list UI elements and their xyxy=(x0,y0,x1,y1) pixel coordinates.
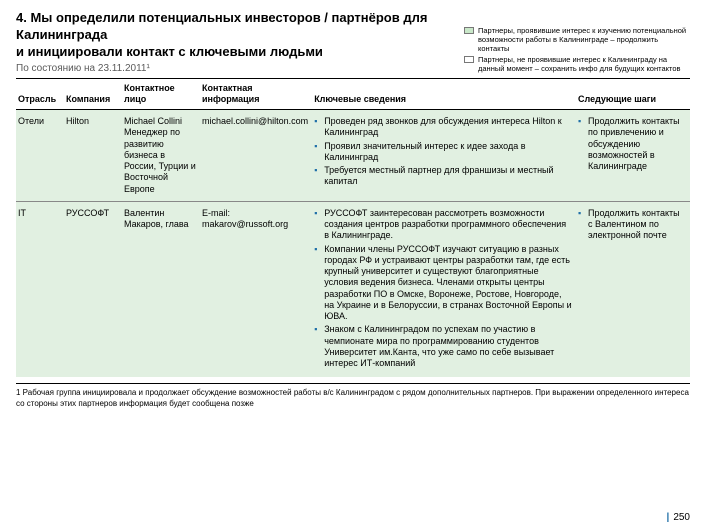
legend-text-green: Партнеры, проявившие интерес к изучению … xyxy=(478,26,690,53)
col-info: Контактная информация xyxy=(200,79,312,110)
slide-title: 4. Мы определили потенциальных инвесторо… xyxy=(16,10,516,61)
list-item: РУССОФТ заинтересован рассмотреть возмож… xyxy=(314,208,572,242)
cell-key: РУССОФТ заинтересован рассмотреть возмож… xyxy=(312,201,576,377)
title-line-2: и инициировали контакт с ключевыми людьм… xyxy=(16,44,323,59)
list-item: Проведен ряд звонков для обсуждения инте… xyxy=(314,116,572,139)
swatch-green xyxy=(464,27,474,34)
cell-info: michael.collini@hilton.com xyxy=(200,110,312,202)
cell-sector: Отели xyxy=(16,110,64,202)
slide-container: 4. Мы определили потенциальных инвесторо… xyxy=(0,0,706,529)
list-item: Продолжить контакты по привлечению и обс… xyxy=(578,116,686,172)
col-sector: Отрасль xyxy=(16,79,64,110)
title-line-1: 4. Мы определили потенциальных инвесторо… xyxy=(16,10,427,42)
cell-contact: Michael Collini Менеджер по развитию биз… xyxy=(122,110,200,202)
list-item: Требуется местный партнер для франшизы и… xyxy=(314,165,572,188)
next-list: Продолжить контакты с Валентином по элек… xyxy=(578,208,686,242)
page-number: |250 xyxy=(667,512,691,523)
swatch-white xyxy=(464,56,474,63)
legend-text-white: Партнеры, не проявившие интерес к Калини… xyxy=(478,55,690,73)
next-list: Продолжить контакты по привлечению и обс… xyxy=(578,116,686,172)
partners-table: Отрасль Компания Контактное лицо Контакт… xyxy=(16,79,690,378)
page-number-pipe: | xyxy=(667,512,670,523)
col-key: Ключевые сведения xyxy=(312,79,576,110)
cell-next: Продолжить контакты по привлечению и обс… xyxy=(576,110,690,202)
key-list: РУССОФТ заинтересован рассмотреть возмож… xyxy=(314,208,572,370)
table-header-row: Отрасль Компания Контактное лицо Контакт… xyxy=(16,79,690,110)
list-item: Знаком с Калининградом по успехам по уча… xyxy=(314,324,572,369)
table-row: IT РУССОФТ Валентин Макаров, глава E-mai… xyxy=(16,201,690,377)
legend-row-not-interested: Партнеры, не проявившие интерес к Калини… xyxy=(464,55,690,73)
cell-sector: IT xyxy=(16,201,64,377)
cell-contact: Валентин Макаров, глава xyxy=(122,201,200,377)
cell-info: E-mail: makarov@russoft.org xyxy=(200,201,312,377)
key-list: Проведен ряд звонков для обсуждения инте… xyxy=(314,116,572,188)
legend: Партнеры, проявившие интерес к изучению … xyxy=(464,26,690,75)
cell-key: Проведен ряд звонков для обсуждения инте… xyxy=(312,110,576,202)
col-contact: Контактное лицо xyxy=(122,79,200,110)
list-item: Продолжить контакты с Валентином по элек… xyxy=(578,208,686,242)
cell-company: Hilton xyxy=(64,110,122,202)
cell-next: Продолжить контакты с Валентином по элек… xyxy=(576,201,690,377)
col-next: Следующие шаги xyxy=(576,79,690,110)
list-item: Проявил значительный интерес к идее захо… xyxy=(314,141,572,164)
header-area: 4. Мы определили потенциальных инвесторо… xyxy=(16,10,690,74)
cell-company: РУССОФТ xyxy=(64,201,122,377)
list-item: Компании члены РУССОФТ изучают ситуацию … xyxy=(314,244,572,323)
legend-row-interested: Партнеры, проявившие интерес к изучению … xyxy=(464,26,690,53)
footnote: 1 Рабочая группа инициировала и продолжа… xyxy=(16,383,690,409)
table-row: Отели Hilton Michael Collini Менеджер по… xyxy=(16,110,690,202)
page-number-value: 250 xyxy=(673,512,690,523)
col-company: Компания xyxy=(64,79,122,110)
